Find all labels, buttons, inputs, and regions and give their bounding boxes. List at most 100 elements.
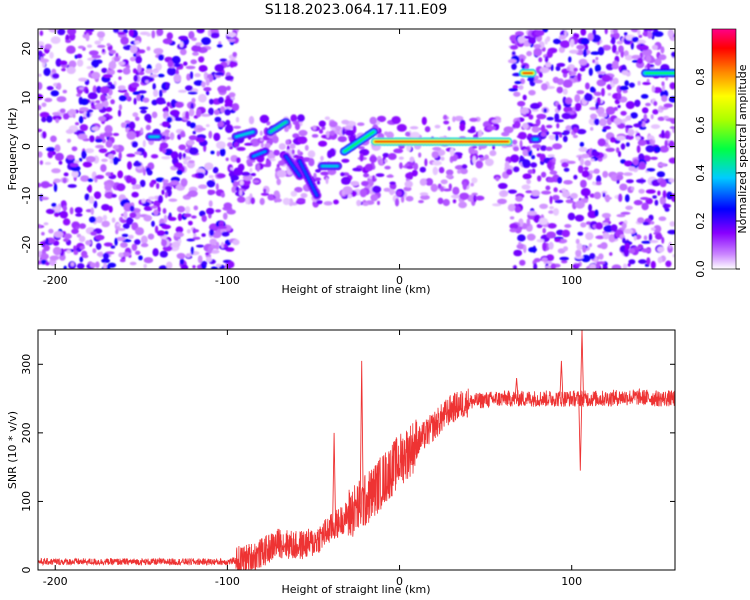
spectrogram-noise-blob xyxy=(52,115,62,121)
spectrogram-noise-blob xyxy=(580,37,590,45)
spectrogram-noise-blob xyxy=(87,92,98,100)
spectrogram-noise-blob xyxy=(606,144,611,149)
spectrogram-noise-blob xyxy=(539,67,550,74)
spectrogram-noise-blob xyxy=(162,107,169,113)
spectrogram-noise-blob xyxy=(183,61,188,66)
spectrogram-noise-blob xyxy=(640,94,649,99)
spectrogram-noise-blob xyxy=(577,231,584,236)
spectrogram-noise-blob xyxy=(396,124,407,132)
spectrogram-noise-blob xyxy=(117,69,123,73)
spectrogram-noise-blob xyxy=(637,80,641,86)
spectrogram-noise-blob xyxy=(565,125,572,132)
spectrogram-noise-blob xyxy=(91,54,102,59)
spectrogram-noise-blob xyxy=(587,32,594,42)
spectrogram-noise-blob xyxy=(530,102,541,110)
spectrogram-noise-blob xyxy=(405,195,414,202)
spectrogram-noise-blob xyxy=(104,125,113,134)
spectrogram-noise-blob xyxy=(630,186,635,191)
spectrogram-noise-blob xyxy=(38,182,42,188)
spectrogram-noise-blob xyxy=(241,171,251,177)
spectrogram-noise-blob xyxy=(210,150,215,155)
spectrogram-noise-blob xyxy=(624,80,629,87)
spectrogram-noise-blob xyxy=(235,116,240,123)
spectrogram-noise-blob xyxy=(531,126,540,133)
spectrogram-noise-blob xyxy=(624,194,630,203)
spectrogram-x-tick-label: -100 xyxy=(215,274,240,287)
spectrogram-noise-blob xyxy=(208,107,214,116)
spectrogram-noise-blob xyxy=(595,56,599,61)
spectrogram-noise-blob xyxy=(333,199,339,205)
spectrogram-noise-blob xyxy=(514,206,522,213)
spectrogram-noise-blob xyxy=(387,153,397,160)
spectrogram-noise-blob xyxy=(110,172,114,177)
spectrogram-noise-blob xyxy=(201,81,206,88)
spectrogram-noise-blob xyxy=(285,139,290,145)
spectrogram-noise-blob xyxy=(192,265,196,269)
spectrogram-noise-blob xyxy=(101,67,108,74)
spectrogram-noise-blob xyxy=(341,119,350,125)
spectrogram-noise-blob xyxy=(133,161,142,167)
spectrogram-noise-blob xyxy=(535,118,541,127)
spectrogram-noise-blob xyxy=(96,31,106,38)
spectrogram-noise-blob xyxy=(187,91,198,95)
spectrogram-noise-blob xyxy=(546,231,556,239)
spectrogram-noise-blob xyxy=(86,66,94,70)
spectrogram-noise-blob xyxy=(61,68,66,72)
spectrogram-noise-blob xyxy=(324,116,331,121)
spectrogram-noise-blob xyxy=(605,147,615,152)
spectrogram-noise-blob xyxy=(54,152,64,161)
spectrogram-noise-blob xyxy=(347,193,353,199)
spectrogram-noise-blob xyxy=(66,138,72,143)
spectrogram-noise-blob xyxy=(459,192,470,200)
spectrogram-noise-blob xyxy=(513,249,523,257)
spectrogram-noise-blob xyxy=(527,169,534,174)
spectrogram-noise-blob xyxy=(44,97,53,103)
spectrogram-noise-blob xyxy=(549,206,554,210)
spectrogram-noise-blob xyxy=(88,195,95,204)
snr-spike xyxy=(514,377,519,399)
spectrogram-noise-blob xyxy=(43,67,51,77)
spectrogram-feature-core xyxy=(234,130,255,138)
spectrogram-noise-blob xyxy=(216,173,226,179)
spectrogram-noise-blob xyxy=(672,127,675,134)
spectrogram-noise-blob xyxy=(78,115,84,124)
spectrogram-noise-blob xyxy=(405,131,411,137)
spectrogram-noise-blob xyxy=(135,250,141,255)
spectrogram-noise-blob xyxy=(193,233,197,238)
spectrogram-noise-blob xyxy=(533,79,543,84)
spectrogram-noise-blob xyxy=(242,174,253,181)
spectrogram-noise-blob xyxy=(475,195,485,201)
spectrogram-noise-blob xyxy=(304,144,309,151)
spectrogram-noise-blob xyxy=(171,55,181,65)
spectrogram-noise-blob xyxy=(570,38,575,48)
spectrogram-noise-blob xyxy=(604,29,608,35)
spectrogram-noise-blob xyxy=(618,193,623,202)
spectrogram-noise-blob xyxy=(300,193,308,198)
spectrogram-noise-blob xyxy=(138,71,145,76)
spectrogram-noise-blob xyxy=(617,92,622,100)
spectrogram-noise-blob xyxy=(260,192,270,196)
spectrogram-noise-blob xyxy=(116,223,122,227)
spectrogram-noise-blob xyxy=(596,261,600,269)
spectrogram-noise-blob xyxy=(250,172,256,177)
spectrogram-noise-blob xyxy=(556,62,566,67)
spectrogram-noise-blob xyxy=(625,205,633,210)
spectrogram-noise-blob xyxy=(622,237,626,244)
spectrogram-noise-blob xyxy=(638,259,647,264)
spectrogram-noise-blob xyxy=(538,71,543,78)
spectrogram-noise-blob xyxy=(533,263,538,269)
spectrogram-noise-blob xyxy=(545,146,553,151)
spectrogram-noise-blob xyxy=(546,116,554,121)
spectrogram-noise-blob xyxy=(51,202,57,208)
spectrogram-x-tick-label: 100 xyxy=(561,274,582,287)
spectrogram-noise-blob xyxy=(58,160,63,165)
spectrogram-noise-blob xyxy=(121,252,131,257)
spectrogram-noise-blob xyxy=(208,175,214,179)
spectrogram-noise-blob xyxy=(558,46,566,53)
spectrogram-noise-blob xyxy=(645,102,651,107)
spectrogram-noise-blob xyxy=(501,190,507,196)
spectrogram-noise-blob xyxy=(546,86,556,89)
spectrogram-noise-blob xyxy=(219,148,226,157)
spectrogram-noise-blob xyxy=(561,229,571,238)
spectrogram-noise-blob xyxy=(206,207,215,215)
